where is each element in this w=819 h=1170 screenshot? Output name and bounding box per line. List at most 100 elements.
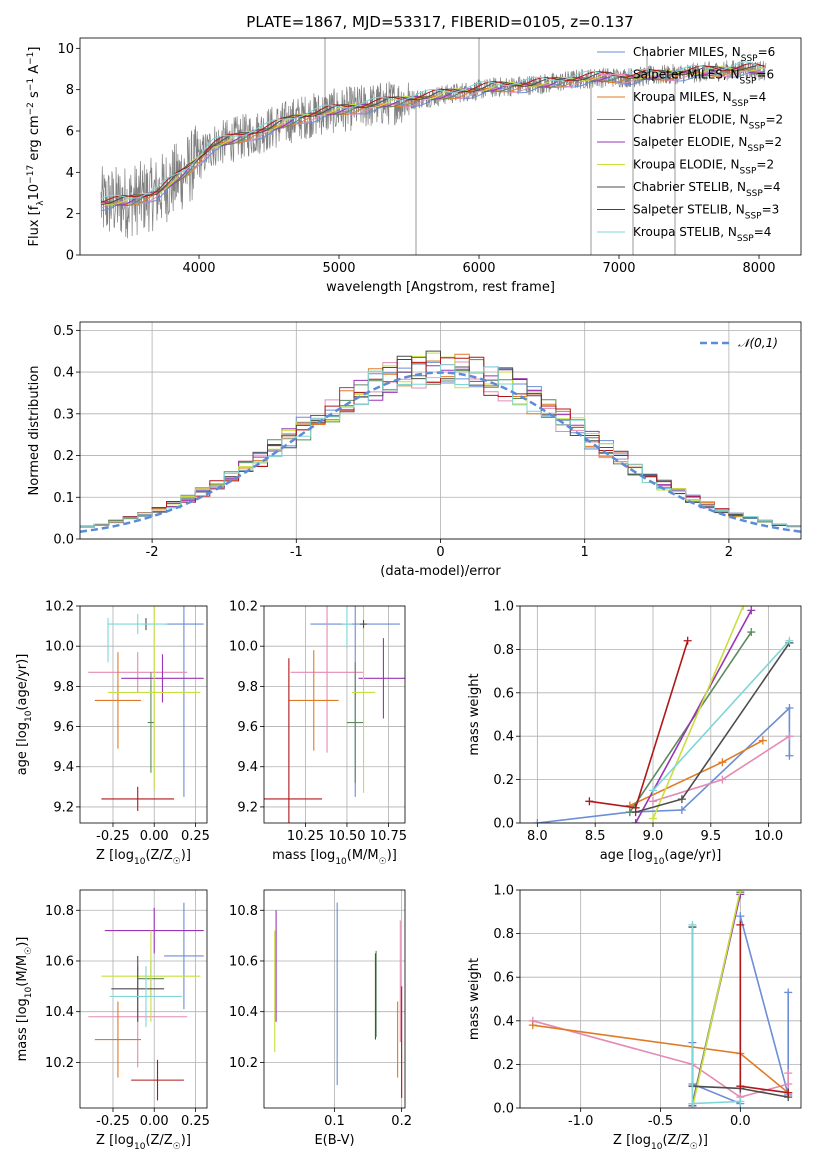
text-span: Normed distribution: [27, 366, 42, 496]
text-span: mass [log: [272, 848, 335, 863]
text-span: wavelength [Angstrom, rest frame]: [326, 280, 555, 295]
y-tick-label: 0.4: [53, 366, 74, 381]
y-tick-label: 0.2: [493, 773, 514, 788]
text-span: )]: [387, 848, 397, 863]
mass-weight-line: [691, 890, 742, 1108]
text-span: s: [27, 91, 42, 102]
text-span: 10: [653, 857, 665, 867]
text-span: SSP: [746, 189, 763, 199]
legend-label: Kroupa ELODIE, NSSP=2: [633, 158, 774, 177]
text-span: Chabrier STELIB, N: [633, 180, 746, 194]
axes-frame: [519, 605, 802, 824]
text-span: 10: [24, 986, 34, 998]
error-bar: [121, 654, 204, 703]
data-marker: [785, 751, 794, 760]
plot-area: [528, 890, 793, 1108]
legend-label: Salpeter ELODIE, NSSP=2: [633, 135, 782, 154]
x-tick-label: 0.25: [181, 1114, 210, 1129]
mass-weight-line: [652, 640, 790, 792]
text-span: SSP: [732, 99, 749, 109]
y-axis-label: mass weight: [467, 958, 482, 1040]
text-span: =2: [765, 113, 783, 127]
x-tick-label: -1: [290, 545, 303, 560]
x-tick-label: -0.5: [648, 1114, 673, 1129]
text-span: age [log: [600, 848, 653, 863]
text-span: Salpeter ELODIE, N: [633, 135, 747, 149]
data-marker: [736, 912, 745, 921]
x-tick-label: 0.0: [730, 1114, 751, 1129]
text-span: mass [log: [15, 998, 30, 1061]
data-marker: [784, 1088, 793, 1097]
text-span: −17: [26, 165, 36, 184]
error-bar: [101, 786, 175, 811]
x-tick-label: 0.00: [140, 1114, 169, 1129]
panel-mass_weight_vs_Z: -1.0 -0.5 0.0 0.0 0.2 0.4 0.6 0.8 1.0 Z [log10(Z/…: [467, 884, 802, 1152]
legend-label: Salpeter STELIB, NSSP=3: [633, 203, 779, 222]
legend-label: Kroupa MILES, NSSP=4: [633, 90, 766, 109]
text-span: Kroupa STELIB, N: [633, 225, 737, 239]
panel-residuals: -2 -1 0 1 2 0.0 0.1 0.2 0.3 0.4 0.5 (data-model)/er…: [27, 321, 802, 579]
y-tick-label: 1.0: [493, 600, 514, 615]
data-marker: [585, 797, 594, 806]
text-span: ☉: [173, 857, 181, 867]
x-axis-label: E(B-V): [314, 1133, 354, 1148]
data-marker: [785, 703, 794, 712]
x-tick-label: 1: [581, 545, 589, 560]
data-marker: [683, 636, 692, 645]
y-axis-label: mass [log10(M/M☉)]: [15, 937, 34, 1062]
error-bar: [109, 966, 183, 1027]
x-tick-label: 10.75: [370, 829, 407, 844]
text-span: =4: [754, 225, 772, 239]
data-marker: [785, 732, 794, 741]
x-axis-label: (data-model)/error: [380, 564, 501, 579]
plot-area: [533, 606, 794, 823]
data-marker: [631, 819, 640, 823]
y-tick-label: 6: [66, 125, 74, 140]
data-marker: [718, 758, 727, 767]
y-tick-label: 9.4: [237, 760, 258, 775]
x-tick-label: 0: [436, 545, 444, 560]
y-tick-label: 10.6: [229, 954, 258, 969]
text-span: Chabrier MILES, N: [633, 45, 741, 59]
data-marker: [784, 988, 793, 997]
y-axis-label: Normed distribution: [27, 366, 42, 496]
plot-area: [274, 902, 403, 1098]
text-span: (data-model)/error: [380, 564, 501, 579]
text-span: =6: [758, 45, 776, 59]
x-tick-label: 2: [725, 545, 733, 560]
y-tick-label: 10.2: [229, 600, 258, 615]
data-marker: [688, 920, 697, 929]
text-span: (age/yr)]: [664, 848, 721, 863]
text-span: A: [27, 65, 42, 78]
text-span: SSP: [737, 234, 754, 244]
text-span: 10: [335, 857, 347, 867]
data-marker: [747, 628, 756, 637]
text-span: −1: [26, 78, 36, 91]
data-marker: [677, 805, 686, 814]
text-span: λ: [36, 200, 46, 206]
legend-label: Salpeter MILES, NSSP=6: [633, 68, 774, 87]
x-tick-label: 6000: [462, 261, 495, 276]
data-marker: [736, 890, 745, 894]
x-tick-label: 0.1: [324, 1114, 345, 1129]
data-marker: [784, 1080, 793, 1089]
x-tick-label: 7000: [602, 261, 635, 276]
text-span: 10: [134, 1142, 146, 1152]
data-marker: [677, 795, 686, 804]
x-tick-label: 10.0: [754, 829, 783, 844]
text-span: ☉: [690, 1142, 698, 1152]
y-axis-label: mass weight: [467, 673, 482, 755]
text-span: SSP: [741, 54, 758, 64]
y-tick-label: 0.5: [53, 324, 74, 339]
x-tick-label: -0.25: [96, 829, 130, 844]
y-tick-label: 2: [66, 207, 74, 222]
chart-title: PLATE=1867, MJD=53317, FIBERID=0105, z=0…: [246, 13, 633, 31]
x-tick-label: -2: [146, 545, 159, 560]
x-tick-label: 10.50: [328, 829, 365, 844]
data-marker: [747, 606, 756, 615]
x-tick-label: 0.25: [181, 829, 210, 844]
error-bar: [164, 606, 204, 797]
legend-label: Chabrier MILES, NSSP=6: [633, 45, 775, 64]
x-axis-label: Z [log10(Z/Z☉)]: [613, 1133, 708, 1152]
